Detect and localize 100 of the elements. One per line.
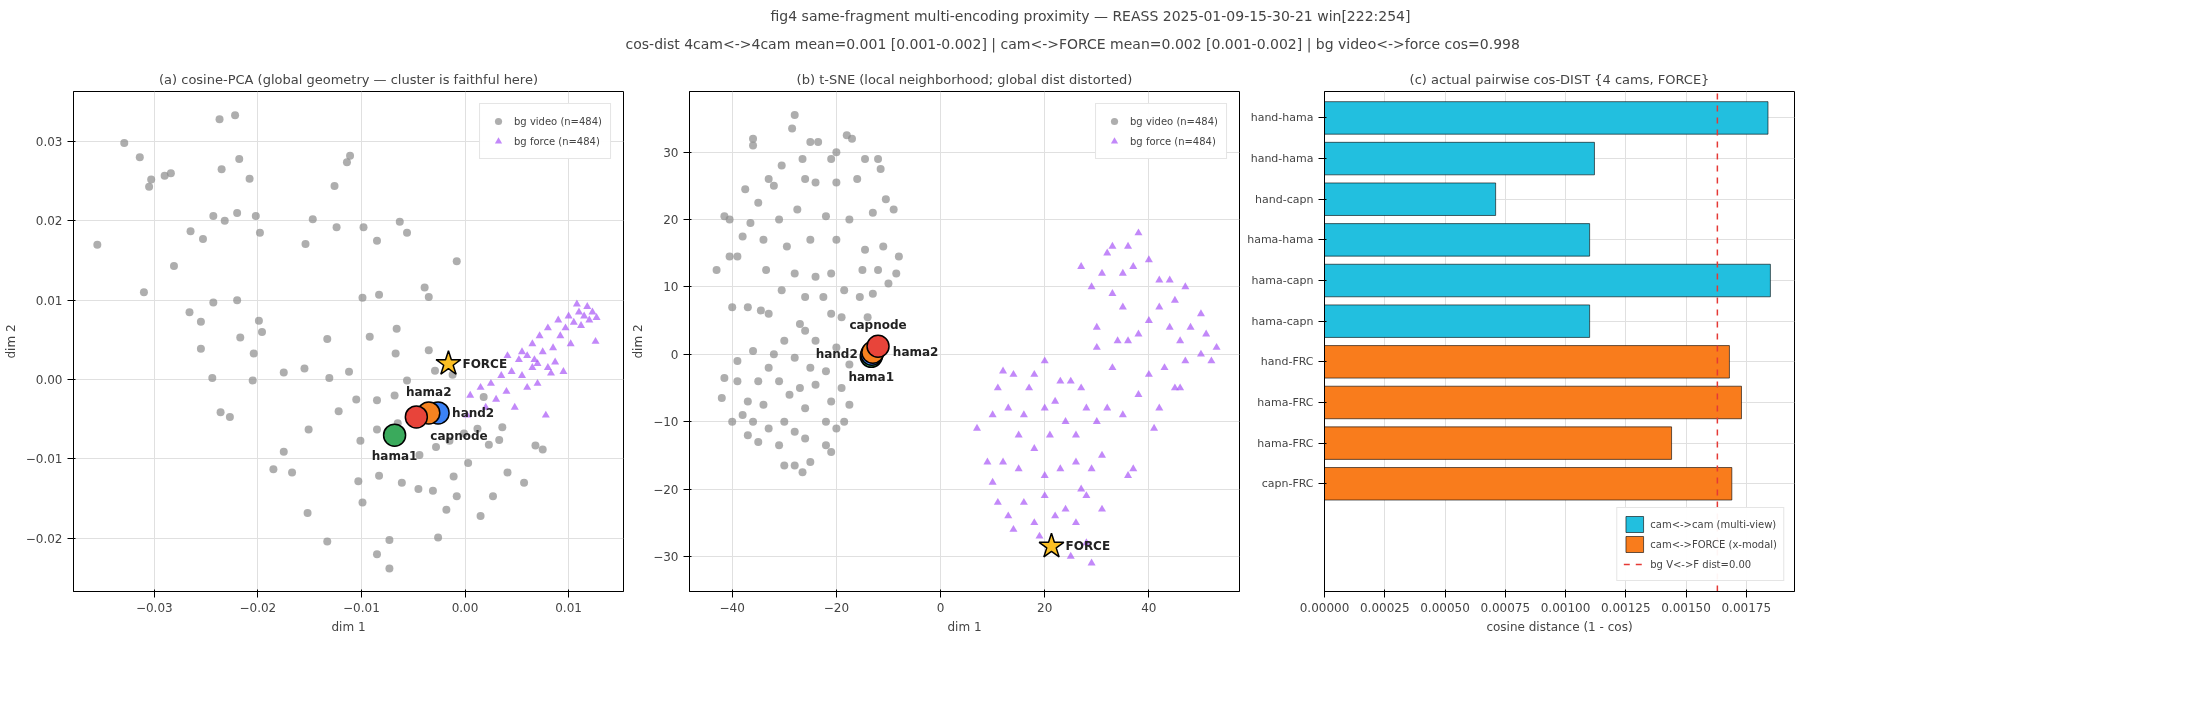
x-tick-label: 0.00025 xyxy=(1359,600,1410,615)
y-tick-label: hama-hama xyxy=(1247,233,1314,247)
y-tick-label: hama-capn xyxy=(1251,274,1314,288)
annotation: FORCE xyxy=(1065,539,1111,554)
point xyxy=(486,378,495,386)
point xyxy=(404,405,429,429)
annotation: hama1 xyxy=(848,370,895,385)
annotation: FORCE xyxy=(462,356,508,371)
x-tick-label: 0.00050 xyxy=(1420,600,1470,615)
point xyxy=(510,402,519,410)
x-tick-label: −0.01 xyxy=(343,600,380,615)
point xyxy=(543,363,552,370)
x-tick-label: −0.03 xyxy=(135,600,173,615)
y-tick-label: hand-capn xyxy=(1255,192,1314,206)
point xyxy=(523,382,532,390)
x-tick-label: 40 xyxy=(1141,600,1157,615)
point xyxy=(538,347,547,355)
y-tick-label: 10 xyxy=(663,280,679,295)
legend-label: bg video (n=484) xyxy=(514,115,602,127)
legend-label: cam<->FORCE (x-modal) xyxy=(1650,538,1777,550)
annotation: hand2 xyxy=(452,405,495,420)
annotation: hama2 xyxy=(892,345,939,360)
point xyxy=(556,331,565,339)
point xyxy=(502,386,511,394)
point xyxy=(541,410,550,418)
point xyxy=(497,371,506,378)
x-tick-label: 0.00000 xyxy=(1299,600,1350,615)
legend-label: bg video (n=484) xyxy=(1130,115,1218,127)
point xyxy=(528,363,537,370)
y-tick-label: 0.00 xyxy=(35,373,63,388)
annotation: hama1 xyxy=(371,449,418,464)
y-tick-label: −0.02 xyxy=(25,531,63,546)
point xyxy=(466,390,475,398)
y-tick-label: hama-FRC xyxy=(1257,436,1314,450)
y-tick-label: 0.02 xyxy=(35,214,63,229)
x-tick-label: −40 xyxy=(719,600,745,615)
y-tick-label: 0 xyxy=(670,347,679,362)
point xyxy=(583,301,592,309)
annotation: hand2 xyxy=(815,347,858,362)
y-tick-label: −30 xyxy=(653,549,679,564)
y-tick-label: 0.01 xyxy=(35,293,63,308)
chart-title: (c) actual pairwise cos-DIST {4 cams, FORCE} xyxy=(1409,71,1710,87)
point xyxy=(569,317,578,325)
x-tick-label: 0 xyxy=(936,600,945,615)
x-tick-label: 20 xyxy=(1037,600,1053,615)
ref-line-label: bg V<->F dist=0.00 xyxy=(1650,558,1752,570)
chart-title: (a) cosine-PCA (global geometry — cluster is faithful here) xyxy=(159,71,538,87)
y-tick-label: 0.03 xyxy=(35,135,63,149)
point xyxy=(435,349,462,375)
annotation: capnode xyxy=(430,428,488,443)
point xyxy=(1038,532,1065,558)
point xyxy=(528,339,537,347)
point xyxy=(549,343,558,351)
y-axis-title: dim 2 xyxy=(631,324,646,359)
point xyxy=(866,334,890,358)
x-tick-label: −0.02 xyxy=(239,600,277,615)
x-tick-label: 0.00 xyxy=(451,600,479,615)
text: fig4 same-fragment multi-encoding proximity — REASS 2025-01-09-15-30-21 win[222:254] xyxy=(770,7,1411,24)
x-tick-label: −20 xyxy=(823,600,850,615)
text: cos-dist 4cam<->4cam mean=0.001 [0.001-0.002] | cam<->FORCE mean=0.002 [0.001-0.002] | bg video<->force cos=0.998 xyxy=(625,35,1520,53)
x-tick-label: 0.00125 xyxy=(1600,600,1651,615)
legend-label: bg force (n=484) xyxy=(514,135,600,147)
x-axis-title: cosine distance (1 - cos) xyxy=(1486,619,1633,634)
annotation: hama2 xyxy=(405,384,452,399)
point xyxy=(572,299,581,307)
annotation: capnode xyxy=(849,318,907,333)
point xyxy=(533,378,542,386)
y-axis-title: dim 2 xyxy=(3,324,18,359)
x-axis-title: dim 1 xyxy=(331,619,366,634)
point xyxy=(517,347,526,355)
y-tick-label: hand-hama xyxy=(1250,152,1314,166)
point xyxy=(382,423,407,447)
x-axis-title: dim 1 xyxy=(947,619,982,634)
point xyxy=(523,351,532,359)
point xyxy=(514,355,523,363)
point xyxy=(507,367,516,374)
x-tick-label: 0.01 xyxy=(555,600,582,615)
point xyxy=(503,351,512,359)
point xyxy=(577,321,586,328)
y-tick-label: 30 xyxy=(663,145,679,160)
chart-title: (b) t-SNE (local neighborhood; global dist distorted) xyxy=(796,71,1133,87)
point xyxy=(543,323,552,331)
y-tick-label: −20 xyxy=(653,482,679,497)
x-tick-label: 0.00150 xyxy=(1661,600,1711,615)
point xyxy=(591,336,600,344)
point xyxy=(592,313,601,320)
y-tick-label: −10 xyxy=(653,415,679,430)
y-tick-label: hand-hama xyxy=(1250,111,1314,125)
x-tick-label: 0.00075 xyxy=(1480,600,1531,615)
point xyxy=(547,368,555,376)
legend-label: bg force (n=484) xyxy=(1130,135,1216,147)
y-tick-label: hama-capn xyxy=(1251,314,1314,328)
point xyxy=(492,394,501,402)
point xyxy=(566,339,575,347)
y-tick-label: capn-FRC xyxy=(1261,477,1314,491)
y-tick-label: −0.01 xyxy=(25,452,63,467)
x-tick-label: 0.00175 xyxy=(1721,600,1772,615)
point xyxy=(517,371,526,378)
point xyxy=(530,355,539,363)
y-tick-label: 20 xyxy=(663,213,679,228)
